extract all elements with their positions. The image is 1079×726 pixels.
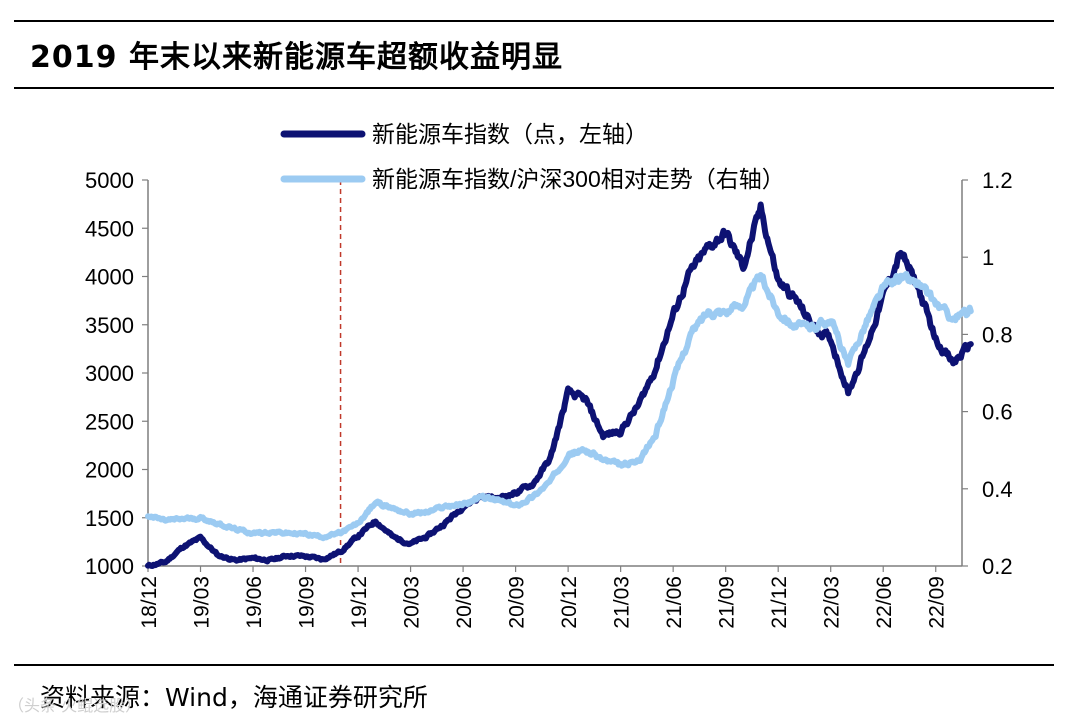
x-axis-tick-label: 22/03 <box>821 576 844 629</box>
top-rule <box>14 20 1054 22</box>
left-axis-tick-label: 3000 <box>85 361 134 386</box>
right-axis-tick-label: 0.8 <box>982 322 1013 347</box>
chart-title: 2019 年末以来新能源车超额收益明显 <box>30 40 563 75</box>
right-axis-tick-label: 0.2 <box>982 554 1013 579</box>
x-axis-tick-label: 19/06 <box>243 576 266 629</box>
left-axis-tick-label: 4500 <box>85 216 134 241</box>
x-axis-tick-label: 21/03 <box>611 576 634 629</box>
x-axis-tick-label: 20/03 <box>401 576 424 629</box>
left-axis-tick-label: 1000 <box>85 554 134 579</box>
x-axis-tick-label: 19/12 <box>348 576 371 629</box>
x-axis-tick-label: 22/09 <box>926 576 949 629</box>
legend-label-2: 新能源车指数/沪深300相对走势（右轴） <box>372 166 785 192</box>
x-axis-tick-label: 20/12 <box>558 576 581 629</box>
left-axis-tick-label: 3500 <box>85 313 134 338</box>
x-axis-tick-label: 18/12 <box>138 576 161 629</box>
left-axis-tick-label: 1500 <box>85 506 134 531</box>
right-axis-tick-label: 1 <box>982 245 994 270</box>
x-axis-tick-label: 21/09 <box>716 576 739 629</box>
left-axis-tick-label: 2500 <box>85 409 134 434</box>
left-axis-tick-label: 4000 <box>85 265 134 290</box>
x-axis-tick-label: 19/03 <box>191 576 214 629</box>
left-axis-tick-label: 2000 <box>85 458 134 483</box>
x-axis-tick-label: 22/06 <box>873 576 896 629</box>
x-axis-tick-label: 21/12 <box>768 576 791 629</box>
x-axis-tick-label: 21/06 <box>663 576 686 629</box>
right-axis-tick-label: 0.6 <box>982 400 1013 425</box>
series-line-nev-relative <box>145 270 974 542</box>
x-axis-tick-label: 20/09 <box>506 576 529 629</box>
watermark-text: （头条 火鲲选股） <box>8 696 142 715</box>
chart-axes: 5000 4500 4000 3500 3000 2500 2000 1500 1000 1.2 1… <box>85 168 1013 629</box>
legend-label-1: 新能源车指数（点，左轴） <box>372 121 648 147</box>
title-rule <box>14 87 1054 89</box>
x-axis-tick-label: 20/06 <box>453 576 476 629</box>
source-note: 资料来源：Wind，海通证券研究所 <box>40 683 428 712</box>
series-layer <box>145 201 974 569</box>
bottom-rule <box>14 664 1054 666</box>
x-axis-tick-label: 19/09 <box>296 576 319 629</box>
series-line-nev-index <box>145 201 974 569</box>
right-axis-tick-label: 0.4 <box>982 477 1013 502</box>
right-axis-tick-label: 1.2 <box>982 168 1013 193</box>
chart-legend: 新能源车指数（点，左轴） 新能源车指数/沪深300相对走势（右轴） <box>280 121 785 192</box>
left-axis-tick-label: 5000 <box>85 168 134 193</box>
